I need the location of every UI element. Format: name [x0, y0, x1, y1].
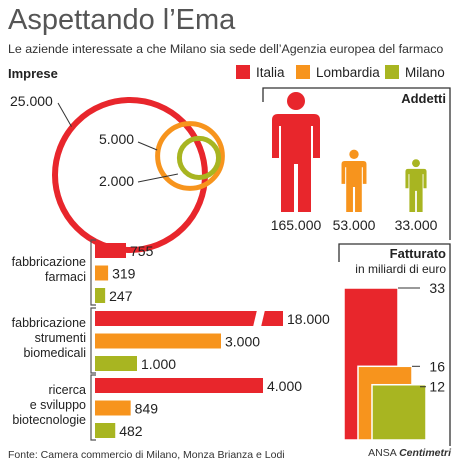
addetti-person-milano [405, 159, 426, 212]
addetti-person-lombardia-body [342, 161, 367, 212]
settori-category-fabbricazione-strumenti-biomedicali-line-3: biomedicali [23, 346, 86, 360]
addetti-person-milano-body [405, 169, 426, 212]
fatturato-bar-milano [372, 385, 426, 440]
settori-value-fabbricazione-farmaci-milano: 247 [109, 288, 133, 304]
imprese-leader-lombardia [138, 142, 157, 150]
addetti-person-italia-body [272, 114, 320, 212]
source-note: Fonte: Camera commercio di Milano, Monza… [8, 449, 285, 461]
settori-category-fabbricazione-strumenti-biomedicali-line-2: strumenti [35, 331, 86, 345]
settori-value-ricerca-e-sviluppo-biotecnologie-lombardia: 849 [135, 401, 159, 417]
settori-category-fabbricazione-farmaci-line-1: fabbricazione [12, 255, 86, 269]
addetti-person-lombardia-head [349, 150, 358, 159]
imprese-leader-italia [58, 103, 72, 127]
settori-value-fabbricazione-strumenti-biomedicali-italia: 18.000 [287, 311, 330, 327]
imprese-value-italia: 25.000 [10, 93, 53, 109]
settori-category-fabbricazione-farmaci-line-2: farmaci [45, 270, 86, 284]
settori-bar-fabbricazione-strumenti-biomedicali-lombardia [95, 334, 221, 349]
fatturato-value-milano: 12 [429, 379, 445, 395]
addetti-person-italia [272, 92, 320, 212]
settori-value-ricerca-e-sviluppo-biotecnologie-italia: 4.000 [267, 378, 302, 394]
settori-bar-fabbricazione-strumenti-biomedicali-milano [95, 356, 137, 371]
addetti-label: Addetti [401, 91, 446, 106]
credit: ANSA Centimetri [368, 447, 451, 459]
addetti-person-lombardia [342, 150, 367, 212]
settori-value-fabbricazione-farmaci-italia: 755 [130, 243, 154, 259]
settori-bar-fabbricazione-farmaci-milano [95, 288, 105, 303]
fatturato-value-lombardia: 16 [429, 358, 445, 374]
fatturato-unit: in miliardi di euro [355, 262, 446, 276]
credit-agency: ANSA [368, 447, 396, 459]
addetti-value-italia: 165.000 [271, 217, 322, 233]
fatturato-value-italia: 33 [429, 280, 445, 296]
addetti-person-milano-head [412, 159, 420, 167]
credit-brand: Centimetri [399, 447, 451, 459]
settori-bar-ricerca-e-sviluppo-biotecnologie-milano [95, 423, 115, 438]
settori-category-ricerca-e-sviluppo-biotecnologie-line-1: ricerca [48, 383, 86, 397]
settori-bar-fabbricazione-farmaci-italia [95, 243, 126, 258]
addetti-value-milano: 33.000 [395, 217, 438, 233]
settori-category-fabbricazione-strumenti-biomedicali-line-1: fabbricazione [12, 316, 86, 330]
settori-category-ricerca-e-sviluppo-biotecnologie-line-3: biotecnologie [12, 413, 86, 427]
settori-value-ricerca-e-sviluppo-biotecnologie-milano: 482 [119, 423, 143, 439]
settori-bar-fabbricazione-farmaci-lombardia [95, 266, 108, 281]
settori-value-fabbricazione-strumenti-biomedicali-lombardia: 3.000 [225, 334, 260, 350]
fatturato-label: Fatturato [390, 246, 446, 261]
settori-value-fabbricazione-farmaci-lombardia: 319 [112, 266, 136, 282]
addetti-person-italia-head [287, 92, 305, 110]
settori-bar-ricerca-e-sviluppo-biotecnologie-italia [95, 378, 263, 393]
imprese-value-milano: 2.000 [99, 173, 134, 189]
settori-value-fabbricazione-strumenti-biomedicali-milano: 1.000 [141, 356, 176, 372]
imprese-value-lombardia: 5.000 [99, 131, 134, 147]
addetti-value-lombardia: 53.000 [333, 217, 376, 233]
settori-bar-ricerca-e-sviluppo-biotecnologie-lombardia [95, 401, 131, 416]
settori-category-ricerca-e-sviluppo-biotecnologie-line-2: e sviluppo [30, 398, 86, 412]
